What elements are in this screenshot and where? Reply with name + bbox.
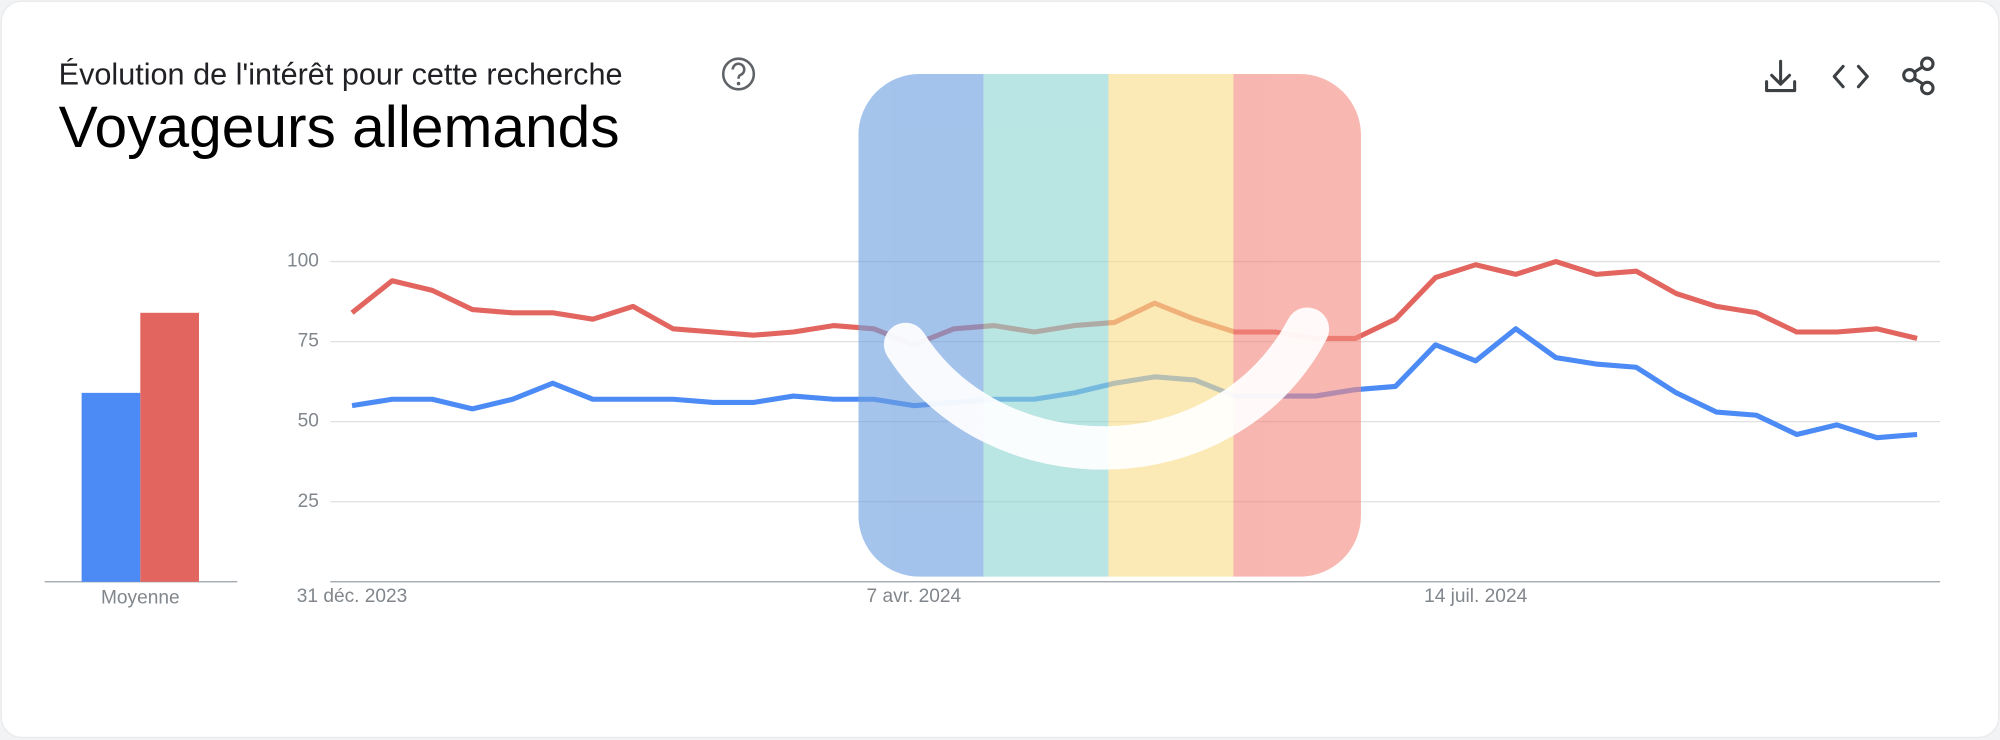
x-tick-label: 7 avr. 2024 — [867, 586, 962, 607]
y-tick-label: 100 — [287, 251, 319, 272]
x-tick-label: 14 juil. 2024 — [1424, 586, 1527, 607]
overlay-smile — [883, 307, 1330, 470]
title: Voyageurs allemands — [59, 95, 620, 160]
y-tick-label: 25 — [298, 491, 319, 512]
x-tick-label: Moyenne — [101, 587, 180, 608]
average-bar — [140, 312, 199, 582]
embed-button[interactable] — [1832, 64, 1869, 89]
x-tick-label: 31 déc. 2023 — [297, 586, 408, 607]
subtitle: Évolution de l'intérêt pour cette recher… — [59, 57, 623, 92]
y-tick-label: 50 — [298, 411, 319, 432]
share-button[interactable] — [1902, 56, 1935, 96]
average-bar — [81, 392, 141, 582]
download-button[interactable] — [1765, 59, 1797, 93]
y-tick-label: 75 — [298, 331, 319, 352]
help-icon[interactable] — [721, 57, 756, 91]
